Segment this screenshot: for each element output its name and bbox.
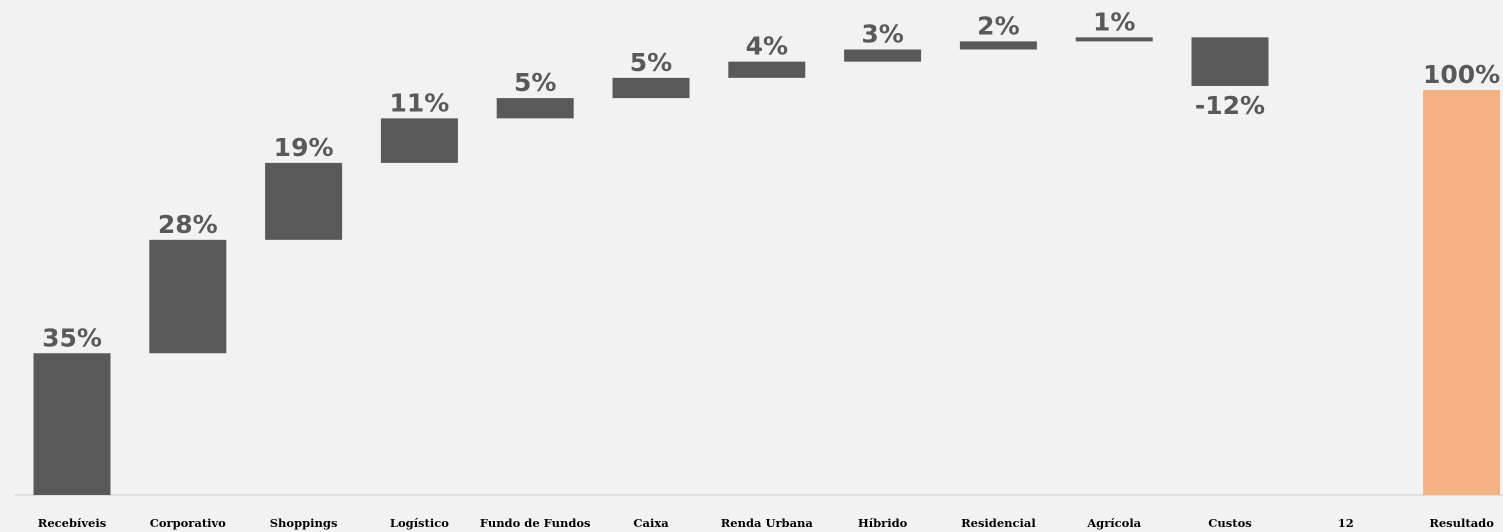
data-label-residencial: 2% xyxy=(977,11,1019,40)
bars-layer xyxy=(33,37,1501,495)
bar-corporativo xyxy=(149,239,227,354)
bar-fundo-de-fundos xyxy=(496,98,574,119)
category-label-corporativo: Corporativo xyxy=(150,516,226,530)
category-label-custos: Custos xyxy=(1208,516,1251,530)
data-label-resultado: 100% xyxy=(1423,60,1500,89)
bar-agricola xyxy=(1075,37,1153,42)
data-label-caixa: 5% xyxy=(630,48,672,77)
category-label-resultado: Resultado xyxy=(1429,516,1494,530)
category-label-logistico: Logístico xyxy=(390,516,449,530)
bar-caixa xyxy=(612,77,690,99)
category-label-hibrido: Híbrido xyxy=(858,516,908,530)
value-labels-layer: 35% 28% 19% 11% 5% 5% 4% 3% 2% 1% -12% 100% xyxy=(42,7,1500,352)
category-label-caixa: Caixa xyxy=(633,516,669,530)
bar-hibrido xyxy=(844,49,922,62)
data-label-shoppings: 19% xyxy=(274,133,334,162)
bar-logistico xyxy=(380,118,458,163)
data-label-custos: -12% xyxy=(1195,91,1265,120)
category-label-recebiveis: Recebíveis xyxy=(38,516,106,530)
data-label-hibrido: 3% xyxy=(861,20,903,49)
bar-resultado xyxy=(1423,90,1501,495)
category-label-agricola: Agrícola xyxy=(1086,516,1141,530)
data-label-agricola: 1% xyxy=(1093,7,1135,36)
data-label-corporativo: 28% xyxy=(158,210,218,239)
category-label-shoppings: Shoppings xyxy=(270,516,338,530)
category-label-fundo-de-fundos: Fundo de Fundos xyxy=(480,516,591,530)
category-label-12: 12 xyxy=(1338,516,1354,530)
bar-renda-urbana xyxy=(728,61,806,78)
data-label-renda-urbana: 4% xyxy=(746,32,788,61)
category-label-renda-urbana: Renda Urbana xyxy=(721,516,814,530)
data-label-fundo-de-fundos: 5% xyxy=(514,68,556,97)
bar-residencial xyxy=(959,41,1037,50)
bar-recebiveis xyxy=(33,353,111,495)
data-label-logistico: 11% xyxy=(389,88,449,117)
bar-shoppings xyxy=(265,162,343,240)
bar-custos xyxy=(1191,37,1269,86)
data-label-recebiveis: 35% xyxy=(42,323,102,352)
category-labels-layer: Recebíveis Corporativo Shoppings Logístico F… xyxy=(38,516,1494,530)
category-label-residencial: Residencial xyxy=(961,516,1036,530)
